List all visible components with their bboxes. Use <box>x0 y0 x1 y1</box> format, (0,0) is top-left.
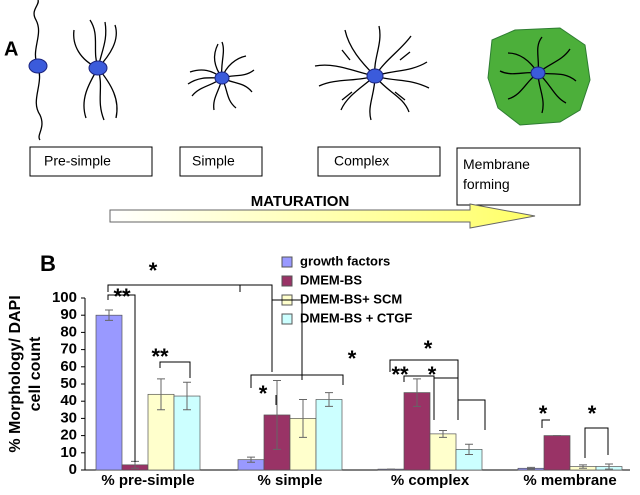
y-axis-label: cell count <box>27 336 44 411</box>
stage-label: Complex <box>334 153 389 169</box>
y-tick-label: 30 <box>60 409 77 426</box>
error-bar <box>579 464 587 469</box>
x-tick-label: % pre-simple <box>101 472 194 489</box>
maturation-arrow <box>109 203 536 229</box>
y-tick-label: 50 <box>60 375 77 392</box>
stage-box <box>179 146 263 177</box>
significance-label: * <box>588 401 597 426</box>
stage-label: Membrane forming <box>463 156 530 192</box>
significance-label: * <box>539 401 548 426</box>
error-bar <box>299 398 307 438</box>
y-tick-label: 80 <box>60 323 77 340</box>
legend-swatch <box>281 275 293 287</box>
significance-label: * <box>149 258 158 283</box>
significance-label: ** <box>391 362 409 387</box>
bar <box>429 433 457 471</box>
error-bar <box>527 466 535 470</box>
error-bar <box>325 392 333 407</box>
y-tick-label: 100 <box>52 289 77 306</box>
significance-bracket <box>159 361 191 378</box>
x-tick-label: % simple <box>257 472 322 489</box>
bar <box>315 399 343 471</box>
significance-bracket <box>403 375 435 420</box>
significance-label: * <box>348 346 357 371</box>
panel-label: B <box>40 251 56 276</box>
legend-swatch <box>281 256 293 268</box>
x-tick-label: % complex <box>391 472 470 489</box>
significance-label: * <box>259 381 268 406</box>
panel-label: A <box>4 38 18 60</box>
error-bar <box>183 381 191 411</box>
significance-bracket <box>250 374 344 388</box>
y-tick-label: 20 <box>60 427 77 444</box>
significance-label: * <box>424 336 433 361</box>
y-tick-label: 90 <box>60 306 77 323</box>
error-bar <box>465 443 473 456</box>
arrow-label: MATURATION <box>251 193 350 210</box>
significance-label: ** <box>151 344 169 369</box>
legend-label: DMEM-BS + CTGF <box>300 310 412 325</box>
legend-label: growth factors <box>300 253 390 268</box>
stage-box <box>317 146 441 177</box>
significance-bracket <box>541 419 550 428</box>
y-tick-label: 0 <box>69 461 77 478</box>
error-bar <box>605 463 613 470</box>
significance-bracket <box>433 377 459 412</box>
legend-label: DMEM-BS+ SCM <box>300 291 402 306</box>
error-bar <box>247 456 255 463</box>
y-tick-label: 70 <box>60 341 77 358</box>
error-bar <box>413 378 421 407</box>
legend-label: DMEM-BS <box>300 272 362 287</box>
y-tick-label: 10 <box>60 444 77 461</box>
legend-swatch <box>281 313 293 325</box>
y-axis-label: % Morphology/ DAPI <box>7 295 24 452</box>
error-bar <box>273 380 281 450</box>
significance-bracket <box>584 427 609 458</box>
stage-label: Simple <box>192 153 235 169</box>
significance-bracket <box>107 294 136 462</box>
significance-bracket <box>107 284 303 380</box>
error-bar <box>105 309 113 321</box>
bar <box>543 435 571 471</box>
stage-label: Pre-simple <box>44 153 111 169</box>
x-tick-label: % membrane <box>523 472 616 489</box>
error-bar <box>157 378 165 411</box>
stage-label-wrap: Membrane forming <box>463 156 530 192</box>
y-tick-label: 40 <box>60 392 77 409</box>
stage-box <box>456 147 581 206</box>
significance-label: ** <box>113 284 131 309</box>
error-bar <box>439 429 447 438</box>
y-tick-label: 60 <box>60 358 77 375</box>
neuron-drawings <box>28 0 591 141</box>
bar <box>95 314 123 471</box>
stage-box <box>29 146 153 177</box>
significance-label: * <box>428 362 437 387</box>
